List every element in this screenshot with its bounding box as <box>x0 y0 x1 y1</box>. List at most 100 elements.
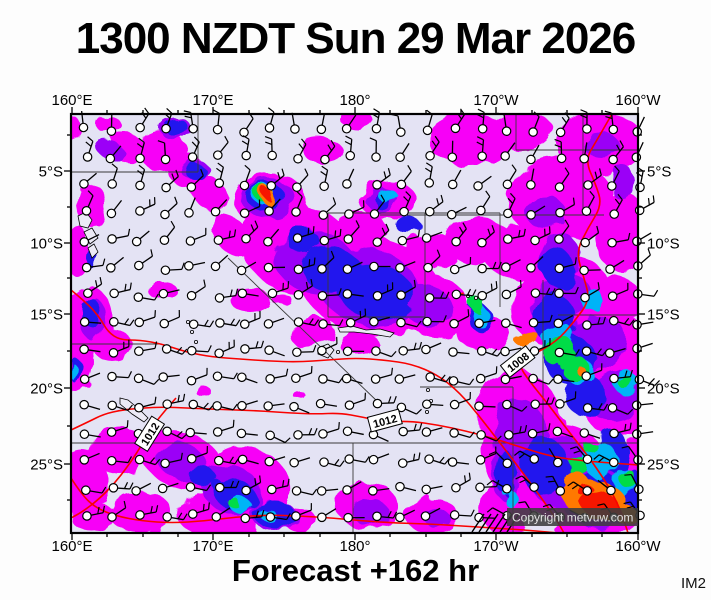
wind-barb <box>185 427 207 438</box>
wind-barb <box>109 317 135 327</box>
lat-label-right: 5°S <box>647 164 671 181</box>
wind-barb <box>396 402 422 415</box>
wind-barb <box>597 479 616 496</box>
wind-barb <box>239 199 261 218</box>
wind-barb <box>394 374 416 384</box>
wind-barb <box>135 137 145 164</box>
wind-barb <box>609 193 623 219</box>
wind-barb <box>239 310 261 330</box>
wind-barb <box>291 191 303 217</box>
wind-barb <box>423 249 441 273</box>
wind-barb <box>109 282 132 299</box>
wind-barb <box>608 140 624 165</box>
wind-barb <box>343 512 365 523</box>
wind-barb <box>292 168 309 192</box>
wind-barb <box>342 346 365 357</box>
axis-ticks <box>64 107 645 540</box>
wind-barb <box>215 318 241 328</box>
wind-barb <box>604 347 626 358</box>
wind-barb <box>292 226 315 243</box>
wind-barb <box>266 478 290 495</box>
wind-barb <box>395 261 416 273</box>
island-dot <box>473 295 478 300</box>
wind-barb <box>236 261 257 276</box>
wind-barb <box>582 316 606 330</box>
precip-blob-level-5 <box>471 297 485 313</box>
wind-barb <box>106 420 129 437</box>
wind-barb <box>134 454 161 466</box>
wind-barb <box>424 454 450 465</box>
wind-barb <box>186 345 212 356</box>
wind-barb <box>79 372 101 385</box>
wind-barb <box>500 318 522 329</box>
wind-barb <box>315 398 338 409</box>
wind-barb <box>79 317 102 327</box>
wind-barb <box>263 228 280 247</box>
lon-label-bottom: 180° <box>339 538 370 555</box>
wind-barb <box>396 279 416 300</box>
wind-barb <box>345 308 367 328</box>
precip-blob-level-5 <box>620 468 634 488</box>
wind-barb <box>344 200 365 219</box>
precip-blob-level-1 <box>71 224 88 276</box>
wind-barb <box>317 250 335 274</box>
wind-barb <box>214 339 235 359</box>
wind-barb <box>159 310 181 329</box>
precip-blob-level-1 <box>71 116 82 140</box>
wind-barb <box>107 163 118 189</box>
wind-barb <box>607 282 629 301</box>
wind-barb <box>81 190 94 216</box>
wind-barb <box>502 164 517 190</box>
wind-barb <box>425 372 451 383</box>
wind-barb <box>608 315 635 326</box>
wind-barb <box>474 318 496 329</box>
wind-barb <box>211 507 231 522</box>
wind-barb <box>451 472 471 493</box>
wind-barb <box>528 314 553 328</box>
wind-barb <box>186 445 208 464</box>
wind-barb <box>158 288 180 299</box>
wind-barb <box>289 401 310 414</box>
wind-barb <box>372 223 390 247</box>
wind-barb <box>344 135 356 161</box>
precip-blob-level-5 <box>227 497 241 509</box>
precip-blob-level-4 <box>71 365 79 381</box>
wind-barb <box>106 114 117 136</box>
wind-barb <box>212 401 238 411</box>
wind-barb <box>397 452 421 468</box>
wind-barb <box>213 229 237 245</box>
wind-barb <box>237 372 258 384</box>
isobar-line <box>71 477 559 533</box>
wind-barb <box>183 110 198 134</box>
wind-barb <box>607 232 631 248</box>
wind-barb <box>161 108 173 134</box>
lat-label-right: 10°S <box>647 236 680 253</box>
wind-barb <box>583 168 602 190</box>
wind-barb <box>421 427 443 437</box>
lat-label-left: 5°S <box>39 164 63 181</box>
wind-barb <box>502 399 528 412</box>
wind-barb <box>500 346 522 357</box>
wind-barb <box>371 108 382 134</box>
wind-barb <box>477 261 502 274</box>
precip-blob-level-3 <box>520 437 570 497</box>
wind-barb <box>265 512 291 522</box>
wind-barb <box>264 456 286 467</box>
wind-barb <box>133 292 159 302</box>
wind-barb <box>318 319 344 329</box>
precip-blob-level-3 <box>564 373 606 417</box>
wind-barb <box>214 162 225 188</box>
grid-lines <box>71 114 638 533</box>
wind-barb <box>240 510 265 524</box>
wind-barb <box>265 430 291 444</box>
wind-barb <box>263 262 286 273</box>
wind-barb <box>554 167 570 192</box>
wind-barb <box>157 482 179 494</box>
grid-line <box>227 257 379 403</box>
wind-barb <box>369 137 381 162</box>
wind-barb <box>368 486 390 496</box>
wind-barb <box>133 373 160 385</box>
precip-blob-level-1 <box>71 501 114 531</box>
precip-blob-level-2 <box>525 196 565 228</box>
